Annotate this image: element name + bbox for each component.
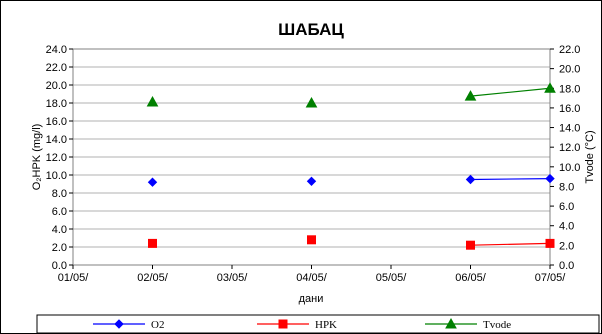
- left-tick-label: 2.0: [52, 242, 67, 254]
- left-tick-label: 6.0: [52, 206, 67, 218]
- legend-item-tvode: Tvode: [425, 317, 511, 331]
- legend-box: [36, 314, 600, 333]
- chart-title: ШАБАЦ: [278, 20, 344, 39]
- left-tick-label: 22.0: [46, 62, 67, 74]
- left-tick-label: 14.0: [46, 134, 67, 146]
- legend-label: Tvode: [483, 319, 511, 331]
- left-axis-title: O₂HPK (mg/l): [31, 124, 43, 191]
- left-tick-label: 12.0: [46, 152, 67, 164]
- right-tick-label: 2.0: [559, 240, 574, 252]
- data-point-tvode: [544, 82, 556, 93]
- x-tick-label: 01/05/: [58, 272, 90, 284]
- series-line-o2: [470, 178, 551, 181]
- data-point-o2: [545, 173, 555, 184]
- data-point-tvode: [464, 90, 477, 101]
- x-axis-ticks: 01/05/02/05/03/05/04/05/05/05/06/05/07/0…: [58, 265, 567, 284]
- series-tvode: [146, 82, 556, 108]
- x-tick-label: 04/05/: [296, 272, 328, 284]
- right-tick-label: 22.0: [559, 44, 580, 56]
- right-tick-label: 8.0: [559, 181, 574, 193]
- right-tick-label: 6.0: [559, 201, 574, 213]
- legend-marker: [445, 317, 457, 329]
- left-tick-label: 4.0: [52, 224, 67, 236]
- data-point-o2: [306, 176, 317, 187]
- series-line-tvode: [470, 87, 551, 97]
- right-tick-label: 0.0: [559, 260, 574, 272]
- left-tick-label: 16.0: [46, 116, 67, 128]
- legend-item-hpk: HPK: [257, 319, 337, 331]
- right-tick-label: 18.0: [559, 83, 580, 95]
- left-tick-label: 24.0: [46, 44, 67, 56]
- x-tick-label: 02/05/: [137, 272, 169, 284]
- legend: O2 HPK Tvode: [93, 317, 511, 331]
- legend-marker: [278, 319, 288, 329]
- x-axis-title: дани: [299, 293, 324, 305]
- data-point-hpk: [307, 235, 316, 245]
- gridlines: [73, 66, 550, 248]
- legend-label: HPK: [315, 319, 337, 331]
- right-axis-ticks: 0.0 2.0 4.0 6.0 8.0 10.0 12.0 14.0 16.0 18.0 20.0 2…: [550, 44, 580, 272]
- right-tick-label: 14.0: [559, 123, 580, 135]
- series-line-hpk: [470, 242, 551, 246]
- legend-item-o2: O2: [93, 319, 164, 331]
- series-layer: [146, 82, 556, 250]
- right-axis-title: Tvode (°C): [584, 130, 596, 183]
- x-tick-label: 05/05/: [376, 272, 408, 284]
- data-point-tvode: [305, 96, 318, 108]
- x-tick-label: 03/05/: [217, 272, 249, 284]
- left-axis-ticks: 0.0 2.0 4.0 6.0 8.0 10.0 12.0 14.0 16.0 18.0 20.0 2…: [46, 44, 73, 272]
- right-tick-label: 4.0: [559, 221, 574, 233]
- left-tick-label: 8.0: [52, 188, 67, 200]
- left-tick-label: 0.0: [52, 260, 67, 272]
- data-point-hpk: [148, 238, 157, 248]
- right-tick-label: 12.0: [559, 142, 580, 154]
- x-tick-label: 07/05/: [535, 272, 567, 284]
- data-point-tvode: [146, 95, 159, 107]
- data-point-o2: [147, 177, 158, 187]
- left-tick-label: 20.0: [46, 80, 67, 92]
- data-point-hpk: [545, 238, 555, 248]
- left-tick-label: 10.0: [46, 170, 67, 182]
- series-hpk: [148, 235, 555, 250]
- right-tick-label: 20.0: [559, 64, 580, 76]
- series-o2: [147, 173, 555, 187]
- right-tick-label: 10.0: [559, 162, 580, 174]
- x-tick-label: 06/05/: [455, 272, 487, 284]
- data-point-o2: [465, 174, 476, 185]
- legend-marker: [114, 319, 124, 329]
- left-tick-label: 18.0: [46, 98, 67, 110]
- right-tick-label: 16.0: [559, 103, 580, 115]
- legend-label: O2: [151, 319, 164, 331]
- data-point-hpk: [466, 240, 475, 250]
